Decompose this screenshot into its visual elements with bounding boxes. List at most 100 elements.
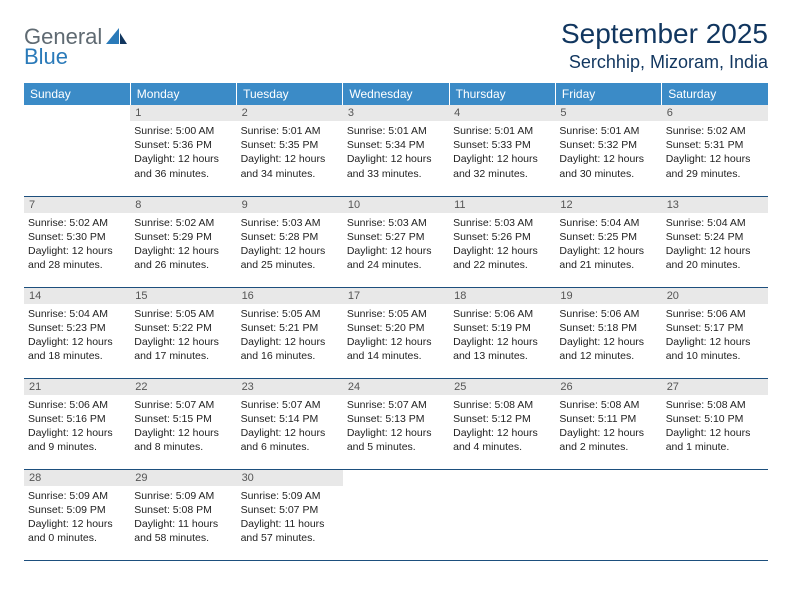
day-body: Sunrise: 5:07 AMSunset: 5:15 PMDaylight:… xyxy=(130,395,236,459)
day-number: 11 xyxy=(449,197,555,213)
weekday-header: Tuesday xyxy=(237,83,343,105)
day-body: Sunrise: 5:01 AMSunset: 5:34 PMDaylight:… xyxy=(343,121,449,185)
day-cell: 7Sunrise: 5:02 AMSunset: 5:30 PMDaylight… xyxy=(24,196,130,287)
day-cell: 10Sunrise: 5:03 AMSunset: 5:27 PMDayligh… xyxy=(343,196,449,287)
day-number: 5 xyxy=(555,105,661,121)
day-body: Sunrise: 5:02 AMSunset: 5:31 PMDaylight:… xyxy=(662,121,768,185)
day-body: Sunrise: 5:01 AMSunset: 5:32 PMDaylight:… xyxy=(555,121,661,185)
day-cell: 26Sunrise: 5:08 AMSunset: 5:11 PMDayligh… xyxy=(555,378,661,469)
day-body: Sunrise: 5:06 AMSunset: 5:16 PMDaylight:… xyxy=(24,395,130,459)
day-cell: 30Sunrise: 5:09 AMSunset: 5:07 PMDayligh… xyxy=(237,469,343,560)
day-body: Sunrise: 5:08 AMSunset: 5:11 PMDaylight:… xyxy=(555,395,661,459)
day-number: 30 xyxy=(237,470,343,486)
day-number: 12 xyxy=(555,197,661,213)
day-cell: 2Sunrise: 5:01 AMSunset: 5:35 PMDaylight… xyxy=(237,105,343,196)
weekday-header: Wednesday xyxy=(343,83,449,105)
day-body: Sunrise: 5:00 AMSunset: 5:36 PMDaylight:… xyxy=(130,121,236,185)
day-number: 10 xyxy=(343,197,449,213)
calendar-head: SundayMondayTuesdayWednesdayThursdayFrid… xyxy=(24,83,768,105)
day-body: Sunrise: 5:07 AMSunset: 5:14 PMDaylight:… xyxy=(237,395,343,459)
day-body: Sunrise: 5:02 AMSunset: 5:30 PMDaylight:… xyxy=(24,213,130,277)
location: Serchhip, Mizoram, India xyxy=(561,52,768,73)
day-cell: 15Sunrise: 5:05 AMSunset: 5:22 PMDayligh… xyxy=(130,287,236,378)
weekday-header: Saturday xyxy=(662,83,768,105)
day-number: 28 xyxy=(24,470,130,486)
day-number: 26 xyxy=(555,379,661,395)
day-body: Sunrise: 5:09 AMSunset: 5:09 PMDaylight:… xyxy=(24,486,130,550)
day-number: 1 xyxy=(130,105,236,121)
day-number: 3 xyxy=(343,105,449,121)
day-body: Sunrise: 5:04 AMSunset: 5:24 PMDaylight:… xyxy=(662,213,768,277)
day-cell: 3Sunrise: 5:01 AMSunset: 5:34 PMDaylight… xyxy=(343,105,449,196)
day-number: 21 xyxy=(24,379,130,395)
day-number: 7 xyxy=(24,197,130,213)
day-cell xyxy=(662,469,768,560)
day-body: Sunrise: 5:03 AMSunset: 5:26 PMDaylight:… xyxy=(449,213,555,277)
day-cell: 5Sunrise: 5:01 AMSunset: 5:32 PMDaylight… xyxy=(555,105,661,196)
day-body: Sunrise: 5:02 AMSunset: 5:29 PMDaylight:… xyxy=(130,213,236,277)
day-cell xyxy=(555,469,661,560)
day-body: Sunrise: 5:09 AMSunset: 5:08 PMDaylight:… xyxy=(130,486,236,550)
day-body: Sunrise: 5:06 AMSunset: 5:18 PMDaylight:… xyxy=(555,304,661,368)
day-number: 20 xyxy=(662,288,768,304)
day-number: 25 xyxy=(449,379,555,395)
day-body: Sunrise: 5:06 AMSunset: 5:19 PMDaylight:… xyxy=(449,304,555,368)
day-cell: 27Sunrise: 5:08 AMSunset: 5:10 PMDayligh… xyxy=(662,378,768,469)
day-number: 15 xyxy=(130,288,236,304)
week-row: 1Sunrise: 5:00 AMSunset: 5:36 PMDaylight… xyxy=(24,105,768,196)
day-number: 27 xyxy=(662,379,768,395)
week-row: 7Sunrise: 5:02 AMSunset: 5:30 PMDaylight… xyxy=(24,196,768,287)
title-block: September 2025 Serchhip, Mizoram, India xyxy=(561,18,768,73)
day-number: 22 xyxy=(130,379,236,395)
day-body: Sunrise: 5:01 AMSunset: 5:33 PMDaylight:… xyxy=(449,121,555,185)
day-cell: 25Sunrise: 5:08 AMSunset: 5:12 PMDayligh… xyxy=(449,378,555,469)
day-number: 8 xyxy=(130,197,236,213)
day-cell: 16Sunrise: 5:05 AMSunset: 5:21 PMDayligh… xyxy=(237,287,343,378)
day-cell: 22Sunrise: 5:07 AMSunset: 5:15 PMDayligh… xyxy=(130,378,236,469)
day-number: 23 xyxy=(237,379,343,395)
header: General September 2025 Serchhip, Mizoram… xyxy=(24,18,768,73)
day-cell: 11Sunrise: 5:03 AMSunset: 5:26 PMDayligh… xyxy=(449,196,555,287)
day-number: 19 xyxy=(555,288,661,304)
day-cell: 21Sunrise: 5:06 AMSunset: 5:16 PMDayligh… xyxy=(24,378,130,469)
day-cell: 23Sunrise: 5:07 AMSunset: 5:14 PMDayligh… xyxy=(237,378,343,469)
day-cell: 18Sunrise: 5:06 AMSunset: 5:19 PMDayligh… xyxy=(449,287,555,378)
day-cell: 6Sunrise: 5:02 AMSunset: 5:31 PMDaylight… xyxy=(662,105,768,196)
day-cell: 24Sunrise: 5:07 AMSunset: 5:13 PMDayligh… xyxy=(343,378,449,469)
day-cell xyxy=(24,105,130,196)
day-body: Sunrise: 5:05 AMSunset: 5:20 PMDaylight:… xyxy=(343,304,449,368)
day-cell xyxy=(343,469,449,560)
day-body: Sunrise: 5:05 AMSunset: 5:21 PMDaylight:… xyxy=(237,304,343,368)
day-cell: 12Sunrise: 5:04 AMSunset: 5:25 PMDayligh… xyxy=(555,196,661,287)
day-cell: 28Sunrise: 5:09 AMSunset: 5:09 PMDayligh… xyxy=(24,469,130,560)
day-number: 24 xyxy=(343,379,449,395)
month-title: September 2025 xyxy=(561,18,768,50)
day-cell: 1Sunrise: 5:00 AMSunset: 5:36 PMDaylight… xyxy=(130,105,236,196)
calendar-page: General September 2025 Serchhip, Mizoram… xyxy=(0,0,792,561)
day-body: Sunrise: 5:08 AMSunset: 5:12 PMDaylight:… xyxy=(449,395,555,459)
day-number: 16 xyxy=(237,288,343,304)
day-body: Sunrise: 5:06 AMSunset: 5:17 PMDaylight:… xyxy=(662,304,768,368)
day-number: 6 xyxy=(662,105,768,121)
week-row: 21Sunrise: 5:06 AMSunset: 5:16 PMDayligh… xyxy=(24,378,768,469)
day-number: 4 xyxy=(449,105,555,121)
weekday-header: Thursday xyxy=(449,83,555,105)
day-cell: 8Sunrise: 5:02 AMSunset: 5:29 PMDaylight… xyxy=(130,196,236,287)
day-body: Sunrise: 5:05 AMSunset: 5:22 PMDaylight:… xyxy=(130,304,236,368)
day-body: Sunrise: 5:09 AMSunset: 5:07 PMDaylight:… xyxy=(237,486,343,550)
week-row: 28Sunrise: 5:09 AMSunset: 5:09 PMDayligh… xyxy=(24,469,768,560)
calendar-table: SundayMondayTuesdayWednesdayThursdayFrid… xyxy=(24,83,768,561)
day-cell: 13Sunrise: 5:04 AMSunset: 5:24 PMDayligh… xyxy=(662,196,768,287)
weekday-header: Monday xyxy=(130,83,236,105)
day-body: Sunrise: 5:04 AMSunset: 5:25 PMDaylight:… xyxy=(555,213,661,277)
day-body: Sunrise: 5:08 AMSunset: 5:10 PMDaylight:… xyxy=(662,395,768,459)
day-cell: 29Sunrise: 5:09 AMSunset: 5:08 PMDayligh… xyxy=(130,469,236,560)
day-cell: 9Sunrise: 5:03 AMSunset: 5:28 PMDaylight… xyxy=(237,196,343,287)
day-cell: 19Sunrise: 5:06 AMSunset: 5:18 PMDayligh… xyxy=(555,287,661,378)
week-row: 14Sunrise: 5:04 AMSunset: 5:23 PMDayligh… xyxy=(24,287,768,378)
day-number: 17 xyxy=(343,288,449,304)
calendar-body: 1Sunrise: 5:00 AMSunset: 5:36 PMDaylight… xyxy=(24,105,768,560)
weekday-header: Sunday xyxy=(24,83,130,105)
day-number: 2 xyxy=(237,105,343,121)
day-body: Sunrise: 5:03 AMSunset: 5:28 PMDaylight:… xyxy=(237,213,343,277)
